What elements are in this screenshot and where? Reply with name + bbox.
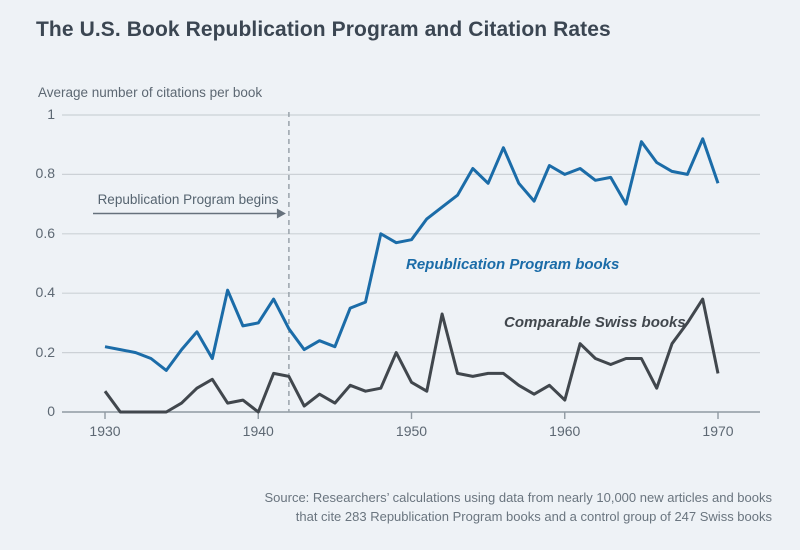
series-label-swiss: Comparable Swiss books <box>504 314 686 331</box>
y-tick-label-0.2: 0.2 <box>35 343 55 360</box>
x-tick-label-1950: 1950 <box>395 423 428 439</box>
x-tick-label-1930: 1930 <box>89 423 121 439</box>
x-tick-label-1940: 1940 <box>242 423 274 439</box>
y-tick-label-0.8: 0.8 <box>35 165 55 182</box>
y-axis-caption: Average number of citations per book <box>38 85 263 100</box>
annotation-arrow-head-icon <box>276 208 286 219</box>
source-note: Source: Researchers’ calculations using … <box>132 488 772 526</box>
figure-title: The U.S. Book Republication Program and … <box>36 18 611 41</box>
swiss-books-line <box>103 297 720 414</box>
y-tick-label-1: 1 <box>47 106 55 122</box>
source-line-1: Source: Researchers’ calculations using … <box>264 490 772 505</box>
series-label-republication: Republication Program books <box>406 256 620 273</box>
x-tick-label-1960: 1960 <box>549 423 581 439</box>
source-line-2: that cite 283 Republication Program book… <box>295 509 772 524</box>
republication-program-line <box>104 137 720 372</box>
program-begins-annotation: Republication Program begins <box>97 192 279 207</box>
y-tick-label-0: 0 <box>47 403 55 419</box>
x-tick-label-1970: 1970 <box>702 423 734 439</box>
chart-plot <box>62 112 760 419</box>
y-tick-label-0.6: 0.6 <box>35 224 55 241</box>
y-tick-label-0.4: 0.4 <box>35 284 55 301</box>
